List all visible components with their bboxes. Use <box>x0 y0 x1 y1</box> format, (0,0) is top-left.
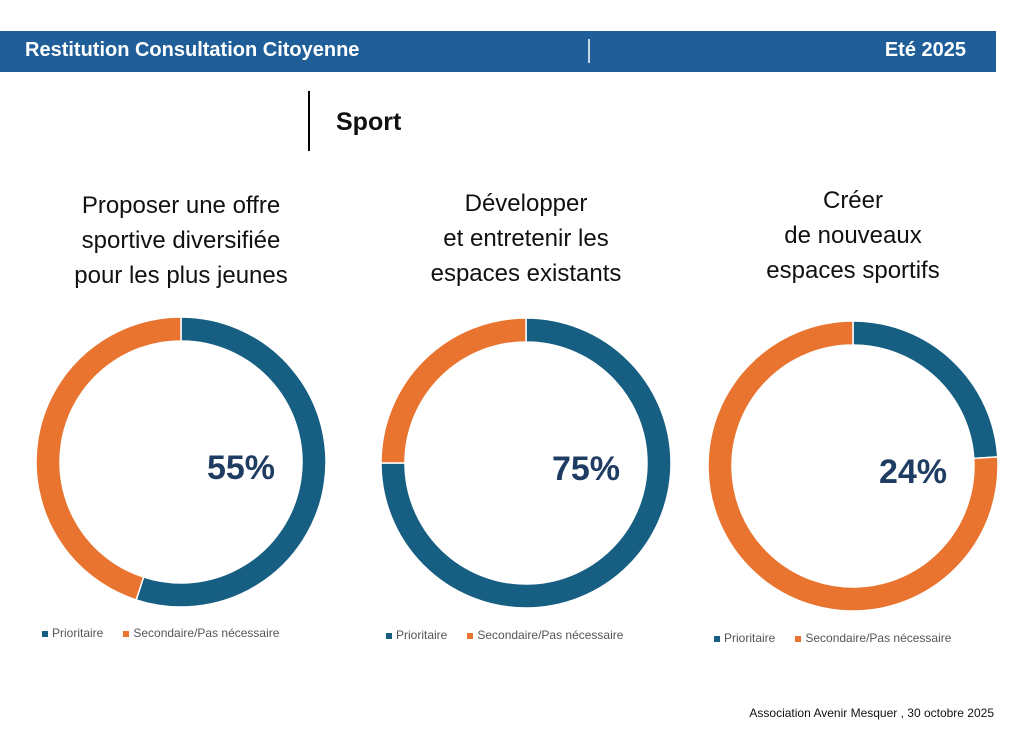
header-divider <box>588 39 590 63</box>
legend-label: Secondaire/Pas nécessaire <box>133 626 280 640</box>
legend-item: Prioritaire <box>714 631 775 645</box>
donut-slice-secondaire <box>35 316 182 601</box>
legend-item: Secondaire/Pas nécessaire <box>795 631 951 645</box>
donut-slice-secondaire <box>707 320 999 612</box>
chart-title-line: espaces sportifs <box>766 257 940 284</box>
donut-slice-secondaire <box>380 317 527 464</box>
legend-swatch-icon <box>386 632 392 639</box>
percentage-label: 55% <box>207 449 275 487</box>
chart-legend: Prioritaire Secondaire/Pas nécessaire <box>42 626 299 640</box>
legend-swatch-icon <box>42 630 48 637</box>
chart-title-line: sportive diversifiée <box>81 227 281 254</box>
legend-label: Secondaire/Pas nécessaire <box>805 631 952 645</box>
legend-swatch-icon <box>123 630 130 637</box>
chart-title-line: pour les plus jeunes <box>74 262 288 289</box>
percentage-label: 24% <box>879 453 947 491</box>
chart-title-line: espaces existants <box>430 260 622 287</box>
donut-slice-prioritaire <box>380 317 672 609</box>
legend-label: Secondaire/Pas nécessaire <box>477 628 624 642</box>
header-date: Eté 2025 <box>884 39 966 61</box>
chart-title-line: et entretenir les <box>443 225 609 252</box>
chart-title: Proposer une offre sportive diversifiée po… <box>21 188 341 293</box>
percentage-label: 75% <box>552 450 620 488</box>
chart-title-line: Développer <box>464 190 588 217</box>
header-banner: Restitution Consultation Citoyenne Eté 2… <box>0 31 996 72</box>
legend-label: Prioritaire <box>52 626 104 640</box>
legend-label: Prioritaire <box>396 628 448 642</box>
footer-credit: Association Avenir Mesquer , 30 octobre … <box>749 706 994 720</box>
donut-chart: 55% <box>35 316 327 608</box>
legend-item: Secondaire/Pas nécessaire <box>467 628 623 642</box>
section-divider <box>308 91 310 151</box>
legend-item: Prioritaire <box>386 628 447 642</box>
chart-legend: Prioritaire Secondaire/Pas nécessaire <box>714 631 971 645</box>
legend-swatch-icon <box>467 632 474 639</box>
legend-item: Prioritaire <box>42 626 103 640</box>
legend-swatch-icon <box>795 635 802 642</box>
legend-swatch-icon <box>714 635 720 642</box>
donut-slice-prioritaire <box>852 320 999 460</box>
donut-chart: 24% <box>707 320 999 612</box>
section-title: Sport <box>336 108 402 136</box>
legend-item: Secondaire/Pas nécessaire <box>123 626 279 640</box>
header-title: Restitution Consultation Citoyenne <box>25 39 360 61</box>
chart-title: Développer et entretenir les espaces exist… <box>366 186 686 291</box>
legend-label: Prioritaire <box>724 631 776 645</box>
chart-title: Créer de nouveaux espaces sportifs <box>693 183 1013 288</box>
donut-chart: 75% <box>380 317 672 609</box>
chart-title-line: Proposer une offre <box>81 192 281 219</box>
chart-title-line: Créer <box>822 187 883 214</box>
chart-title-line: de nouveaux <box>784 222 922 249</box>
chart-legend: Prioritaire Secondaire/Pas nécessaire <box>386 628 643 642</box>
